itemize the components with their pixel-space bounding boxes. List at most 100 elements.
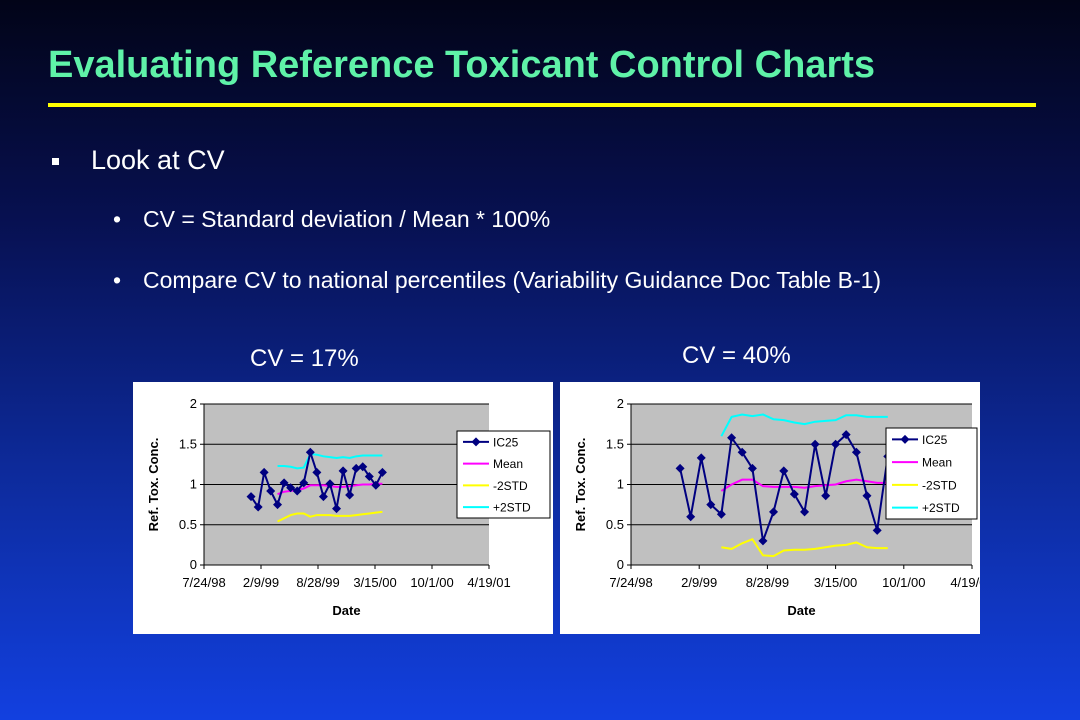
y-tick-label: 1 (617, 477, 624, 492)
x-axis-title: Date (787, 603, 815, 618)
y-tick-label: 0.5 (179, 517, 197, 532)
data-point-ic25 (872, 525, 882, 535)
data-point-ic25 (758, 536, 768, 546)
data-point-ic25 (862, 491, 872, 501)
x-tick-label: 7/24/98 (182, 575, 225, 590)
series-line-+2STD (720, 413, 888, 437)
data-point-ic25 (789, 489, 799, 499)
data-point-ic25 (338, 466, 348, 476)
data-point-ic25 (318, 492, 328, 502)
data-point-ic25 (279, 478, 289, 488)
data-point-ic25 (716, 509, 726, 519)
y-tick-label: 2 (617, 396, 624, 411)
data-point-ic25 (358, 462, 368, 472)
y-tick-label: 1.5 (179, 436, 197, 451)
legend-box (885, 427, 978, 520)
series-line-Mean (720, 478, 888, 492)
chart-caption-right: CV = 40% (682, 342, 791, 369)
x-tick-label: 4/19/01 (467, 575, 510, 590)
data-point-ic25 (841, 430, 851, 440)
legend-box (456, 430, 551, 519)
x-tick-label: 8/28/99 (746, 575, 789, 590)
x-tick-label: 3/15/00 (353, 575, 396, 590)
sub-bullet-2-text: Compare CV to national percentiles (Vari… (143, 267, 882, 293)
data-point-ic25 (266, 486, 276, 496)
square-bullet-icon (52, 158, 59, 165)
data-point-ic25 (851, 447, 861, 457)
sub-bullet-1: • CV = Standard deviation / Mean * 100% (113, 203, 1023, 236)
x-tick-label: 10/1/00 (410, 575, 453, 590)
x-tick-label: 3/15/00 (814, 575, 857, 590)
data-point-ic25 (821, 491, 831, 501)
main-bullet: Look at CV (52, 145, 225, 176)
sub-bullet-2: • Compare CV to national percentiles (Va… (113, 264, 1023, 297)
data-point-ic25 (737, 447, 747, 457)
data-point-ic25 (253, 502, 263, 512)
legend-label--2STD: -2STD (493, 479, 528, 493)
title-underline (48, 103, 1036, 107)
x-tick-label: 8/28/99 (296, 575, 339, 590)
y-axis-title: Ref. Tox. Conc. (573, 438, 588, 532)
legend-label-Mean: Mean (922, 456, 952, 470)
legend-label-Mean: Mean (493, 457, 523, 471)
data-point-ic25 (769, 507, 779, 517)
bullet-dot-icon: • (113, 206, 122, 232)
data-point-ic25 (810, 439, 820, 449)
control-chart-left-svg: 0 0.5 1 1.5 2 7/24/98 2/9/99 8/28/99 3/15/00 10/1… (146, 396, 551, 618)
data-point-ic25 (259, 467, 269, 477)
x-tick-label: 2/9/99 (681, 575, 717, 590)
data-point-ic25 (696, 453, 706, 463)
x-tick-label: 2/9/99 (243, 575, 279, 590)
data-point-ic25 (727, 433, 737, 443)
data-point-ic25 (371, 480, 381, 490)
y-axis-title: Ref. Tox. Conc. (146, 438, 161, 532)
control-chart-right-svg: 0 0.5 1 1.5 2 7/24/98 2/9/99 8/28/99 3/15/00 10/1… (573, 396, 994, 618)
legend-label--2STD: -2STD (922, 478, 957, 492)
data-point-ic25 (325, 479, 335, 489)
x-tick-label: 4/19/01 (950, 575, 980, 590)
data-point-ic25 (305, 447, 315, 457)
slide-title: Evaluating Reference Toxicant Control Ch… (48, 44, 876, 86)
series-line-+2STD (277, 452, 383, 470)
y-tick-label: 0 (190, 557, 197, 572)
y-tick-label: 2 (190, 396, 197, 411)
legend-marker-ic25 (471, 437, 481, 447)
data-point-ic25 (292, 486, 302, 496)
chart-caption-left: CV = 17% (250, 345, 359, 372)
data-point-ic25 (779, 466, 789, 476)
data-point-ic25 (345, 490, 355, 500)
data-point-ic25 (747, 463, 757, 473)
data-point-ic25 (286, 483, 296, 493)
data-point-ic25 (706, 500, 716, 510)
data-point-ic25 (299, 478, 309, 488)
y-tick-label: 1 (190, 477, 197, 492)
legend-label-+2STD: +2STD (922, 501, 960, 515)
data-point-ic25 (831, 439, 841, 449)
legend-marker-ic25 (900, 434, 910, 444)
legend-label-IC25: IC25 (493, 435, 519, 449)
main-bullet-text: Look at CV (91, 145, 225, 175)
data-point-ic25 (675, 463, 685, 473)
x-tick-label: 7/24/98 (609, 575, 652, 590)
data-point-ic25 (686, 512, 696, 522)
x-axis-title: Date (332, 603, 360, 618)
y-tick-label: 1.5 (606, 436, 624, 451)
control-chart-right: 0 0.5 1 1.5 2 7/24/98 2/9/99 8/28/99 3/15/00 10/1… (560, 382, 994, 634)
data-point-ic25 (351, 463, 361, 473)
y-tick-label: 0.5 (606, 517, 624, 532)
series-line--2STD (721, 538, 888, 558)
data-point-ic25 (800, 507, 810, 517)
x-tick-label: 10/1/00 (882, 575, 925, 590)
data-point-ic25 (312, 467, 322, 477)
legend-label-IC25: IC25 (922, 433, 948, 447)
data-point-ic25 (273, 500, 283, 510)
sub-bullet-1-text: CV = Standard deviation / Mean * 100% (143, 206, 551, 232)
data-point-ic25 (246, 492, 256, 502)
series-line--2STD (277, 510, 383, 523)
data-point-ic25 (364, 471, 374, 481)
bullet-dot-icon: • (113, 267, 122, 293)
data-point-ic25 (377, 467, 387, 477)
y-tick-label: 0 (617, 557, 624, 572)
control-chart-left: 0 0.5 1 1.5 2 7/24/98 2/9/99 8/28/99 3/15/00 10/1… (133, 382, 553, 634)
legend-label-+2STD: +2STD (493, 501, 531, 515)
